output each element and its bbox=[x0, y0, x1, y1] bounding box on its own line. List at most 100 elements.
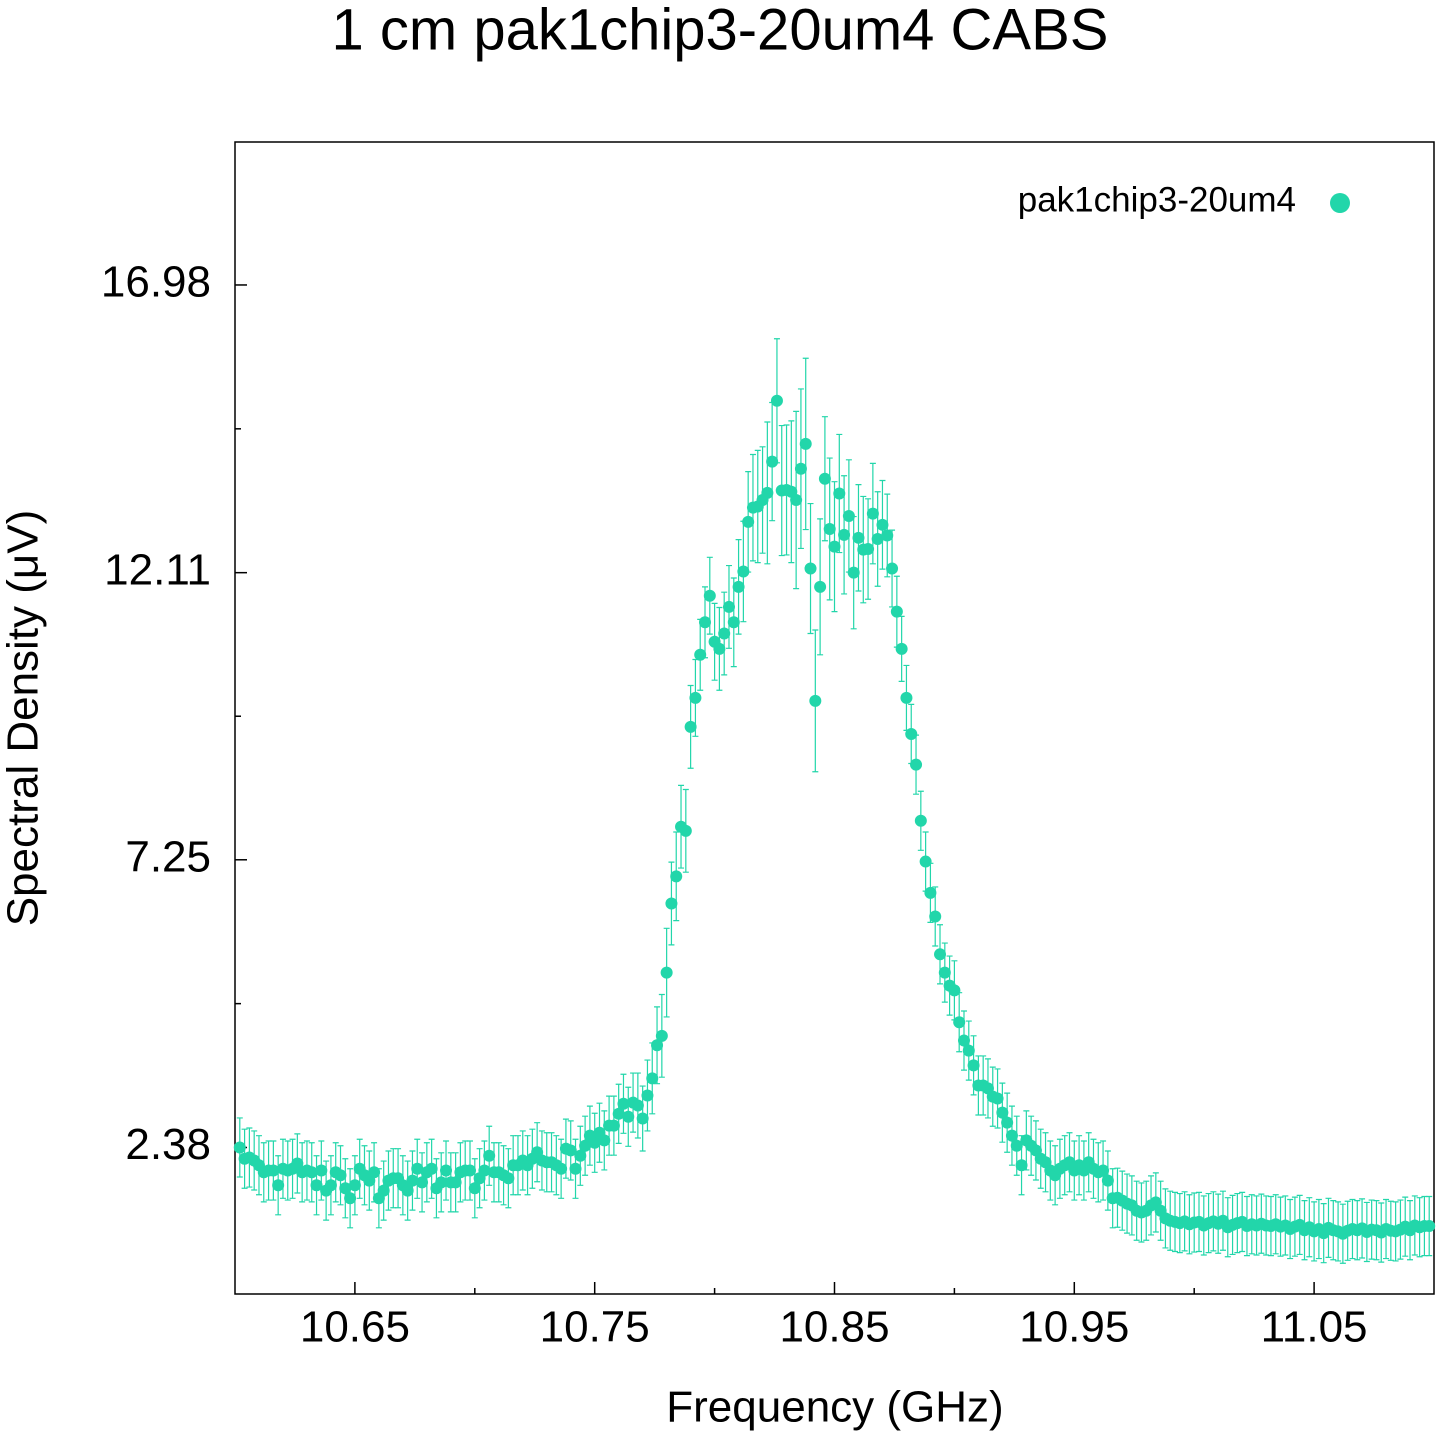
data-point bbox=[684, 720, 697, 733]
data-point bbox=[344, 1192, 357, 1205]
data-point bbox=[852, 531, 865, 544]
data-point bbox=[991, 1092, 1004, 1105]
data-point bbox=[267, 1164, 280, 1177]
x-axis-label: Frequency (GHz) bbox=[666, 1383, 1003, 1432]
data-point bbox=[435, 1176, 448, 1189]
data-point bbox=[324, 1179, 337, 1192]
data-point bbox=[425, 1162, 438, 1175]
data-point bbox=[761, 486, 774, 499]
data-point bbox=[694, 648, 707, 661]
data-point bbox=[555, 1162, 568, 1175]
data-point bbox=[996, 1106, 1009, 1119]
x-tick-label: 10.65 bbox=[300, 1303, 410, 1352]
data-point bbox=[938, 966, 951, 979]
data-point bbox=[368, 1166, 381, 1179]
data-point bbox=[967, 1059, 980, 1072]
data-point bbox=[315, 1164, 328, 1177]
legend-marker bbox=[1330, 193, 1350, 213]
data-point bbox=[828, 540, 841, 553]
data-point bbox=[871, 532, 884, 545]
data-point bbox=[272, 1179, 285, 1192]
data-point bbox=[305, 1166, 318, 1179]
data-point bbox=[948, 984, 961, 997]
data-point bbox=[291, 1157, 304, 1170]
data-point bbox=[957, 1034, 970, 1047]
data-point bbox=[770, 394, 783, 407]
data-point bbox=[847, 566, 860, 579]
data-point bbox=[766, 455, 779, 468]
data-point bbox=[722, 600, 735, 613]
data-point bbox=[483, 1149, 496, 1162]
data-point bbox=[732, 580, 745, 593]
data-point bbox=[919, 855, 932, 868]
data-point bbox=[617, 1097, 630, 1110]
data-point bbox=[814, 580, 827, 593]
data-point bbox=[651, 1039, 664, 1052]
data-point bbox=[886, 562, 899, 575]
data-point bbox=[934, 948, 947, 961]
data-point bbox=[411, 1162, 424, 1175]
data-point bbox=[905, 727, 918, 740]
data-point bbox=[449, 1176, 462, 1189]
data-point bbox=[636, 1112, 649, 1125]
data-point bbox=[727, 616, 740, 629]
data-point bbox=[622, 1110, 635, 1123]
data-point bbox=[478, 1164, 491, 1177]
data-point bbox=[660, 966, 673, 979]
data-point bbox=[655, 1029, 668, 1042]
data-point bbox=[900, 691, 913, 704]
data-point bbox=[564, 1144, 577, 1157]
x-tick-label: 10.85 bbox=[779, 1303, 889, 1352]
data-point bbox=[1010, 1139, 1023, 1152]
data-point bbox=[790, 494, 803, 507]
data-point bbox=[631, 1099, 644, 1112]
data-point bbox=[310, 1179, 323, 1192]
data-point bbox=[646, 1072, 659, 1085]
data-point bbox=[569, 1162, 582, 1175]
data-point bbox=[809, 694, 822, 707]
data-point bbox=[799, 437, 812, 450]
data-point bbox=[348, 1179, 361, 1192]
data-point bbox=[406, 1174, 419, 1187]
data-point bbox=[588, 1136, 601, 1149]
data-point bbox=[339, 1182, 352, 1195]
data-point bbox=[962, 1044, 975, 1057]
data-point bbox=[866, 507, 879, 520]
data-point bbox=[464, 1164, 477, 1177]
data-point bbox=[842, 509, 855, 522]
data-point bbox=[670, 870, 683, 883]
data-point bbox=[838, 528, 851, 541]
legend-label: pak1chip3-20um4 bbox=[1018, 180, 1296, 219]
data-point bbox=[804, 562, 817, 575]
data-point bbox=[401, 1184, 414, 1197]
data-point bbox=[794, 462, 807, 475]
data-point bbox=[1423, 1220, 1436, 1233]
data-point bbox=[818, 472, 831, 485]
data-point bbox=[1101, 1174, 1114, 1187]
data-point bbox=[679, 824, 692, 837]
data-point bbox=[665, 897, 678, 910]
data-point bbox=[713, 642, 726, 655]
data-point bbox=[440, 1164, 453, 1177]
plot-frame bbox=[234, 141, 1435, 1295]
data-point bbox=[416, 1176, 429, 1189]
data-point bbox=[914, 814, 927, 827]
data-point bbox=[876, 518, 889, 531]
data-point bbox=[1097, 1164, 1110, 1177]
data-point bbox=[699, 616, 712, 629]
data-point bbox=[334, 1169, 347, 1182]
data-point bbox=[612, 1107, 625, 1120]
x-tick-label: 11.05 bbox=[1261, 1303, 1368, 1352]
chart-title: 1 cm pak1chip3-20um4 CABS bbox=[332, 0, 1109, 62]
data-point bbox=[890, 605, 903, 618]
data-point bbox=[1001, 1116, 1014, 1129]
data-point bbox=[703, 589, 716, 602]
y-tick-label: 16.98 bbox=[101, 258, 211, 307]
y-tick-label: 12.11 bbox=[104, 545, 211, 594]
data-point bbox=[718, 627, 731, 640]
data-point bbox=[862, 543, 875, 556]
data-point bbox=[502, 1172, 515, 1185]
data-point bbox=[1015, 1159, 1028, 1172]
x-tick-label: 10.75 bbox=[540, 1303, 650, 1352]
